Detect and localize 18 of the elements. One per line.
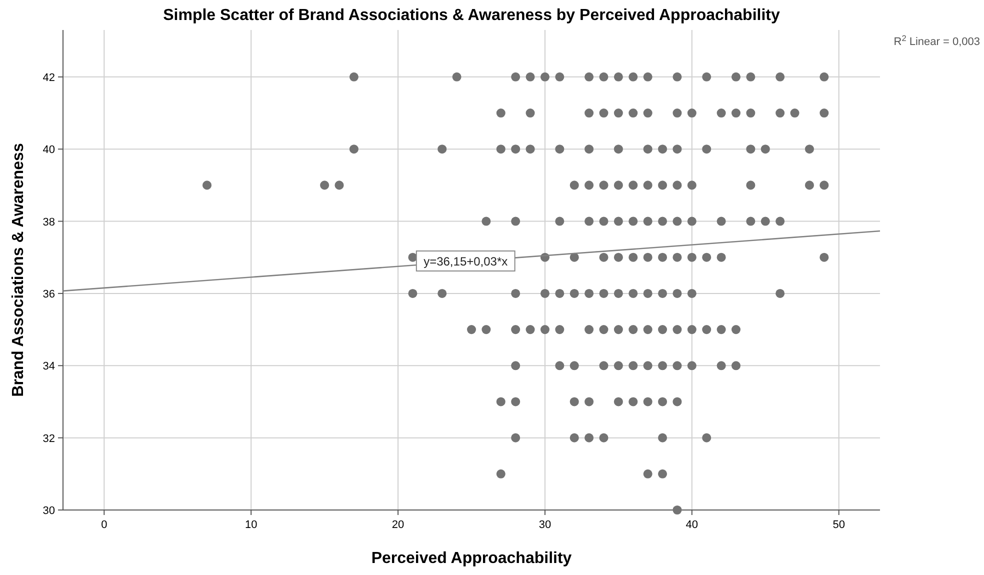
y-tick-label: 30 (42, 505, 55, 517)
y-tick-label: 42 (42, 72, 55, 84)
x-tick-label: 20 (392, 519, 404, 531)
x-tick-label: 10 (244, 519, 258, 531)
y-tick-label: 36 (42, 288, 55, 300)
y-tick-label: 38 (42, 216, 55, 228)
x-tick-label: 0 (101, 519, 108, 531)
y-tick-label: 32 (42, 432, 55, 445)
x-tick-label: 50 (832, 519, 845, 531)
y-axis-title: Brand Associations & Awareness (10, 143, 27, 397)
x-tick-label: 40 (686, 519, 698, 531)
text: R$^{2}$ Linear = 0,003 (894, 34, 980, 48)
chart-title: Simple Scatter of Brand Associations & Awareness by Perceived Approachability (163, 7, 780, 24)
annotation: y=36,15+0,03*x (424, 254, 508, 268)
x-axis-title: Perceived Approachability (371, 550, 572, 567)
y-tick-label: 34 (42, 360, 55, 373)
y-tick-label: 40 (42, 144, 55, 156)
x-tick-label: 30 (538, 519, 552, 531)
